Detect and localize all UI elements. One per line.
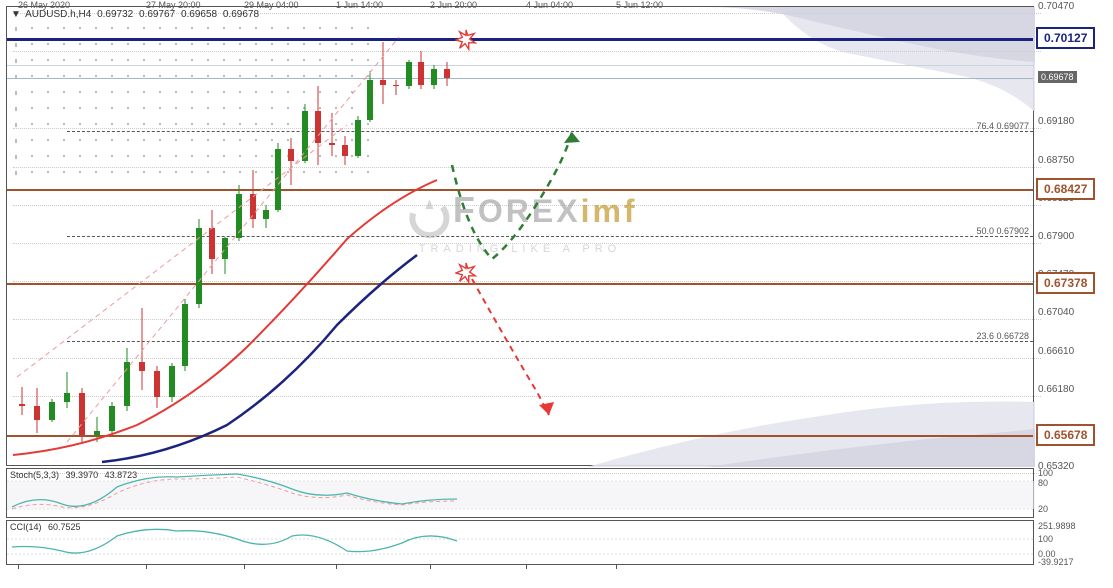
candle — [393, 80, 399, 95]
candle — [64, 372, 70, 408]
cci-label: CCI(14) 60.7525 — [10, 522, 81, 532]
candle — [182, 299, 188, 370]
ohlc-high: 0.69767 — [139, 9, 175, 20]
watermark-imf: imf — [581, 193, 638, 229]
y-tick: 0.68750 — [1038, 155, 1074, 166]
symbol-label: AUDUSD.h,H4 — [25, 9, 91, 20]
cci-panel[interactable]: CCI(14) 60.7525 — [6, 520, 1034, 565]
cci-ytick-0: 251.9898 — [1038, 521, 1076, 531]
watermark-tagline: TRADING LIKE A PRO — [402, 243, 637, 255]
candle — [196, 219, 202, 308]
stoch-panel[interactable]: Stoch(5,3,3) 39.3970 43.8723 — [6, 468, 1034, 518]
candle — [154, 366, 160, 408]
candle — [236, 185, 242, 241]
y-tick: 0.67040 — [1038, 307, 1074, 318]
candle — [169, 363, 175, 401]
watermark-f: F — [453, 189, 478, 230]
ohlc-low: 0.69658 — [181, 9, 217, 20]
candle — [302, 104, 308, 163]
candle — [250, 170, 256, 228]
stoch-ytick-20: 20 — [1038, 504, 1048, 514]
candle — [19, 387, 25, 416]
level-box: 0.65678 — [1036, 424, 1095, 446]
y-tick: 0.67900 — [1038, 231, 1074, 242]
candle — [406, 60, 412, 89]
fib-label: 76.4 0.69077 — [976, 121, 1029, 131]
dropdown-icon[interactable]: ▼ — [11, 9, 21, 20]
x-tick: 4 Jun 04:00 — [526, 0, 573, 10]
candle — [288, 138, 294, 184]
x-tick: 5 Jun 12:00 — [616, 0, 663, 10]
cci-ytick-3: -39.9217 — [1038, 557, 1074, 567]
fib-label: 50.0 0.67902 — [976, 226, 1029, 236]
fib-label: 23.6 0.66728 — [976, 331, 1029, 341]
candle — [209, 210, 215, 274]
chart-header: ▼ AUDUSD.h,H4 0.69732 0.69767 0.69658 0.… — [11, 9, 259, 20]
y-tick: 0.69180 — [1038, 116, 1074, 127]
candle — [49, 399, 55, 422]
candle — [315, 86, 321, 165]
candle — [418, 51, 424, 89]
stoch-ytick-80: 80 — [1038, 478, 1048, 488]
star-marker-mid — [455, 262, 477, 284]
x-tick: 1 Jun 14:00 — [336, 0, 383, 10]
candle — [94, 417, 100, 442]
level-box: 0.68427 — [1036, 178, 1095, 200]
candle — [355, 116, 361, 158]
current-price-tag: 0.69678 — [1038, 71, 1077, 83]
level-box: 0.70127 — [1036, 27, 1095, 49]
stoch-label: Stoch(5,3,3) 39.3970 43.8723 — [10, 470, 137, 480]
candle — [444, 62, 450, 86]
candle — [329, 113, 335, 156]
candle — [79, 388, 85, 442]
candle — [431, 65, 437, 89]
y-tick: 0.66610 — [1038, 346, 1074, 357]
candle — [109, 402, 115, 435]
candle — [222, 237, 228, 275]
candle — [139, 308, 145, 390]
stoch-ytick-100: 100 — [1038, 468, 1053, 478]
candle — [367, 71, 373, 122]
cci-ytick-1: 100 — [1038, 534, 1053, 544]
star-marker-top — [455, 29, 477, 51]
candle — [124, 348, 130, 411]
candle — [263, 205, 269, 227]
watermark-orex: OREX — [478, 193, 581, 229]
y-tick: 0.66180 — [1038, 384, 1074, 395]
main-chart-panel[interactable]: ▼ AUDUSD.h,H4 0.69732 0.69767 0.69658 0.… — [6, 6, 1034, 466]
candle — [342, 136, 348, 165]
level-box: 0.67378 — [1036, 272, 1095, 294]
x-tick: 2 Jun 20:00 — [430, 0, 477, 10]
candle — [380, 42, 386, 105]
candle — [34, 388, 40, 433]
candle — [275, 143, 281, 212]
y-tick: 0.70470 — [1038, 1, 1074, 12]
ohlc-close: 0.69678 — [223, 9, 259, 20]
ohlc-open: 0.69732 — [97, 9, 133, 20]
watermark: FOREXimf TRADING LIKE A PRO — [402, 189, 637, 255]
